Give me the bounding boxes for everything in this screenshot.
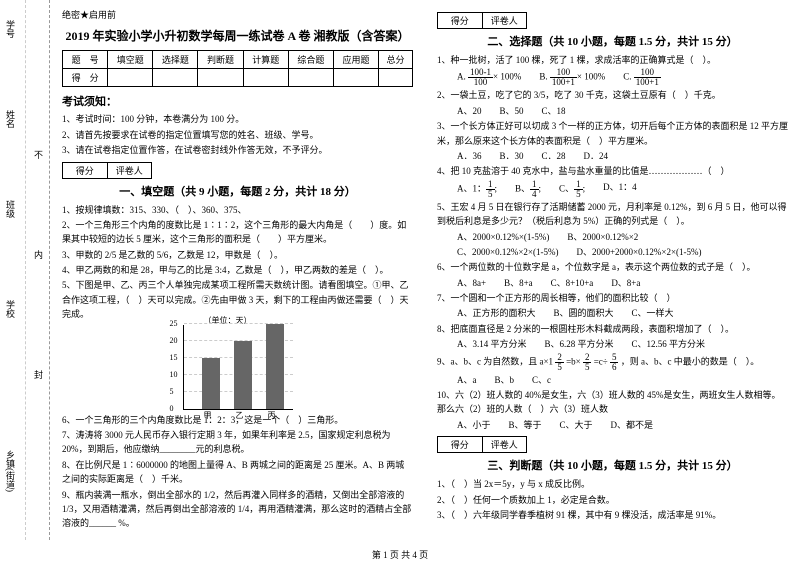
q: 9、瓶内装满一瓶水，倒出全部水的 1/2，然后再灌入同样多的酒精，又倒出全部溶液… — [62, 488, 413, 531]
left-column: 绝密★启用前 2019 年实验小学小升初数学每周一练试卷 A 卷 湘教版（含答案… — [50, 0, 425, 540]
bar-label: 丙 — [268, 410, 276, 421]
binding-label: 学校 — [4, 300, 17, 318]
scorebox-left: 得分 — [438, 13, 483, 28]
th: 计算题 — [243, 51, 288, 69]
q: 2、（ ）任何一个质数加上 1，必定是合数。 — [437, 493, 788, 507]
page-footer: 第 1 页 共 4 页 — [0, 548, 800, 561]
section2-title: 二、选择题（共 10 小题，每题 1.5 分，共计 15 分） — [437, 33, 788, 49]
q: 1、（ ）当 2x＝5y，y 与 x 成反比例。 — [437, 477, 788, 491]
binding-label: 学号 — [4, 20, 17, 38]
scorebox-right: 评卷人 — [483, 437, 527, 452]
scorebox-right: 评卷人 — [108, 163, 152, 178]
section3-title: 三、判断题（共 10 小题，每题 1.5 分，共计 15 分） — [437, 457, 788, 473]
q: 6、一个两位数的十位数字是 a，个位数字是 a，表示这个两位数的式子是（ ）。 — [437, 260, 788, 274]
bar-chart: （单位：天） 0 5 10 15 20 25 甲 乙 丙 — [183, 325, 293, 410]
notice-item: 2、请首先按要求在试卷的指定位置填写您的姓名、班级、学号。 — [62, 129, 413, 143]
bar — [266, 324, 284, 409]
q: 7、涛涛将 3000 元人民币存入银行定期 3 年，如果年利率是 2.5，国家规… — [62, 428, 413, 457]
scorebox: 得分 评卷人 — [62, 162, 152, 179]
bar — [202, 358, 220, 409]
th: 综合题 — [288, 51, 333, 69]
scorebox-left: 得分 — [438, 437, 483, 452]
binding-label: 乡镇(街道) — [4, 450, 17, 492]
q: 9、a、b、c 为自然数，且 a×1 25 =b× 25 =c÷ 56 ，则 a… — [437, 353, 788, 372]
q: 3、（ ）六年级同学春季植树 91 棵，其中有 9 棵没活，成活率是 91%。 — [437, 508, 788, 522]
scorebox-right: 评卷人 — [483, 13, 527, 28]
scorebox: 得分 评卷人 — [437, 436, 527, 453]
scorebox-left: 得分 — [63, 163, 108, 178]
q1-opts: A. 100-1100× 100% B. 100100+1× 100% C. 1… — [457, 68, 788, 87]
q4-opts: A、1：15; B、14; C、15; D、1：4 — [457, 180, 788, 199]
binding-label: 班级 — [4, 200, 17, 218]
notice-title: 考试须知： — [62, 93, 413, 109]
q: 5、王宏 4 月 5 日在银行存了活期储蓄 2000 元，月利率是 0.12%，… — [437, 200, 788, 229]
bar-label: 乙 — [236, 410, 244, 421]
q: 3、一个长方体正好可以切成 3 个一样的正方体，切开后每个正方体的表面积是 12… — [437, 119, 788, 148]
q: 1、按规律填数：315、330、（ ）、360、375、 — [62, 203, 413, 217]
notice-item: 1、考试时间：100 分钟，本卷满分为 100 分。 — [62, 113, 413, 127]
bar-label: 甲 — [204, 410, 212, 421]
th: 判断题 — [198, 51, 243, 69]
chart-ylabel: （单位：天） — [204, 315, 252, 326]
cut-label: 不 — [32, 150, 45, 159]
th: 填空题 — [108, 51, 153, 69]
q: 1、种一批树，活了 100 棵，死了 1 棵，求成活率的正确算式是（ ）。 — [437, 53, 788, 67]
q: 10、六（2）班人数的 40%是女生，六（3）班人数的 45%是女生，两班女生人… — [437, 388, 788, 417]
th: 题 号 — [63, 51, 108, 69]
row-label: 得 分 — [63, 69, 108, 87]
cut-label: 封 — [32, 370, 45, 379]
cut-label: 内 — [32, 250, 45, 259]
q: 2、一袋土豆，吃了它的 3/5，吃了 30 千克，这袋土豆原有（ ）千克。 — [437, 88, 788, 102]
q: 8、把底面直径是 2 分米的一根圆柱形木料截成两段，表面积增加了（ ）。 — [437, 322, 788, 336]
q: 4、把 10 克盐溶于 40 克水中，盐与盐水重量的比值是………………（ ） — [437, 164, 788, 178]
q: 2、一个三角形三个内角的度数比是 1∶1∶2，这个三角形的最大内角是（ ）度。如… — [62, 218, 413, 247]
q: 3、甲数的 2/5 是乙数的 5/6，乙数是 12，甲数是（ ）。 — [62, 248, 413, 262]
secret-label: 绝密★启用前 — [62, 8, 413, 21]
scorebox: 得分 评卷人 — [437, 12, 527, 29]
notice-item: 3、请在试卷指定位置作答，在试卷密封线外作答无效，不予评分。 — [62, 144, 413, 158]
exam-title: 2019 年实验小学小升初数学每周一练试卷 A 卷 湘教版（含答案） — [62, 27, 413, 44]
q: 7、一个圆和一个正方形的周长相等，他们的面积比较（ ） — [437, 291, 788, 305]
th: 选择题 — [153, 51, 198, 69]
th: 应用题 — [333, 51, 378, 69]
bar — [234, 341, 252, 409]
q: 4、甲乙两数的和是 28，甲与乙的比是 3:4，乙数是（ ），甲乙两数的差是（ … — [62, 263, 413, 277]
section1-title: 一、填空题（共 9 小题，每题 2 分，共计 18 分） — [62, 183, 413, 199]
q: 8、在比例尺是 1∶6000000 的地图上量得 A、B 两城之间的距离是 25… — [62, 458, 413, 487]
binding-label: 姓名 — [4, 110, 17, 128]
right-column: 得分 评卷人 二、选择题（共 10 小题，每题 1.5 分，共计 15 分） 1… — [425, 0, 800, 540]
score-table: 题 号 填空题 选择题 判断题 计算题 综合题 应用题 总分 得 分 — [62, 50, 413, 87]
binding-margin: 学号 姓名 班级 学校 乡镇(街道) 内 封 不 — [0, 0, 50, 540]
th: 总分 — [379, 51, 413, 69]
